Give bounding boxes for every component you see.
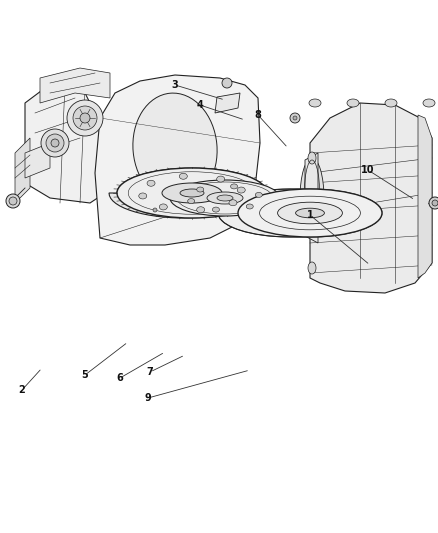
Ellipse shape: [300, 158, 324, 238]
Ellipse shape: [188, 199, 195, 204]
Ellipse shape: [385, 99, 397, 107]
Polygon shape: [15, 138, 30, 203]
Polygon shape: [215, 93, 240, 113]
Ellipse shape: [432, 200, 438, 206]
Text: 7: 7: [147, 367, 153, 377]
Polygon shape: [25, 83, 120, 203]
Polygon shape: [305, 153, 318, 243]
Text: 8: 8: [254, 110, 261, 120]
Ellipse shape: [80, 113, 90, 123]
Ellipse shape: [308, 152, 316, 164]
Ellipse shape: [117, 168, 267, 218]
Polygon shape: [25, 143, 50, 178]
Polygon shape: [418, 115, 432, 278]
Text: 9: 9: [145, 393, 152, 403]
Ellipse shape: [197, 207, 205, 213]
Ellipse shape: [162, 183, 222, 203]
Ellipse shape: [309, 99, 321, 107]
Ellipse shape: [6, 194, 20, 208]
Polygon shape: [310, 103, 432, 293]
Text: 4: 4: [197, 100, 203, 110]
Text: 6: 6: [117, 373, 124, 383]
Polygon shape: [218, 189, 382, 237]
Ellipse shape: [296, 208, 325, 218]
Ellipse shape: [73, 106, 97, 130]
Ellipse shape: [308, 207, 316, 219]
Ellipse shape: [153, 208, 157, 212]
Ellipse shape: [139, 193, 147, 199]
Ellipse shape: [246, 204, 253, 209]
Ellipse shape: [293, 116, 297, 120]
Polygon shape: [109, 168, 267, 218]
Text: 2: 2: [19, 385, 25, 395]
Ellipse shape: [347, 99, 359, 107]
Ellipse shape: [150, 205, 160, 215]
Text: 5: 5: [81, 370, 88, 380]
Ellipse shape: [207, 192, 243, 204]
Ellipse shape: [423, 99, 435, 107]
Ellipse shape: [229, 200, 237, 206]
Ellipse shape: [46, 134, 64, 152]
Ellipse shape: [51, 139, 59, 147]
Ellipse shape: [222, 78, 232, 88]
Text: 3: 3: [172, 80, 178, 90]
Ellipse shape: [147, 180, 155, 186]
Ellipse shape: [212, 207, 219, 212]
Ellipse shape: [308, 262, 316, 274]
Ellipse shape: [197, 187, 204, 192]
Ellipse shape: [179, 173, 187, 179]
Ellipse shape: [67, 100, 103, 136]
Ellipse shape: [290, 113, 300, 123]
Ellipse shape: [133, 93, 217, 203]
Ellipse shape: [217, 195, 233, 201]
Text: 10: 10: [361, 165, 375, 175]
Ellipse shape: [237, 187, 245, 193]
Ellipse shape: [9, 197, 17, 205]
Ellipse shape: [180, 189, 204, 197]
Ellipse shape: [170, 180, 280, 216]
Ellipse shape: [217, 176, 225, 182]
Polygon shape: [40, 68, 110, 103]
Ellipse shape: [278, 202, 343, 224]
Ellipse shape: [255, 192, 262, 197]
Text: 1: 1: [307, 210, 313, 220]
Ellipse shape: [159, 204, 167, 210]
Ellipse shape: [238, 189, 382, 237]
Ellipse shape: [429, 197, 438, 209]
Ellipse shape: [41, 129, 69, 157]
Ellipse shape: [230, 184, 237, 189]
Polygon shape: [95, 75, 260, 245]
